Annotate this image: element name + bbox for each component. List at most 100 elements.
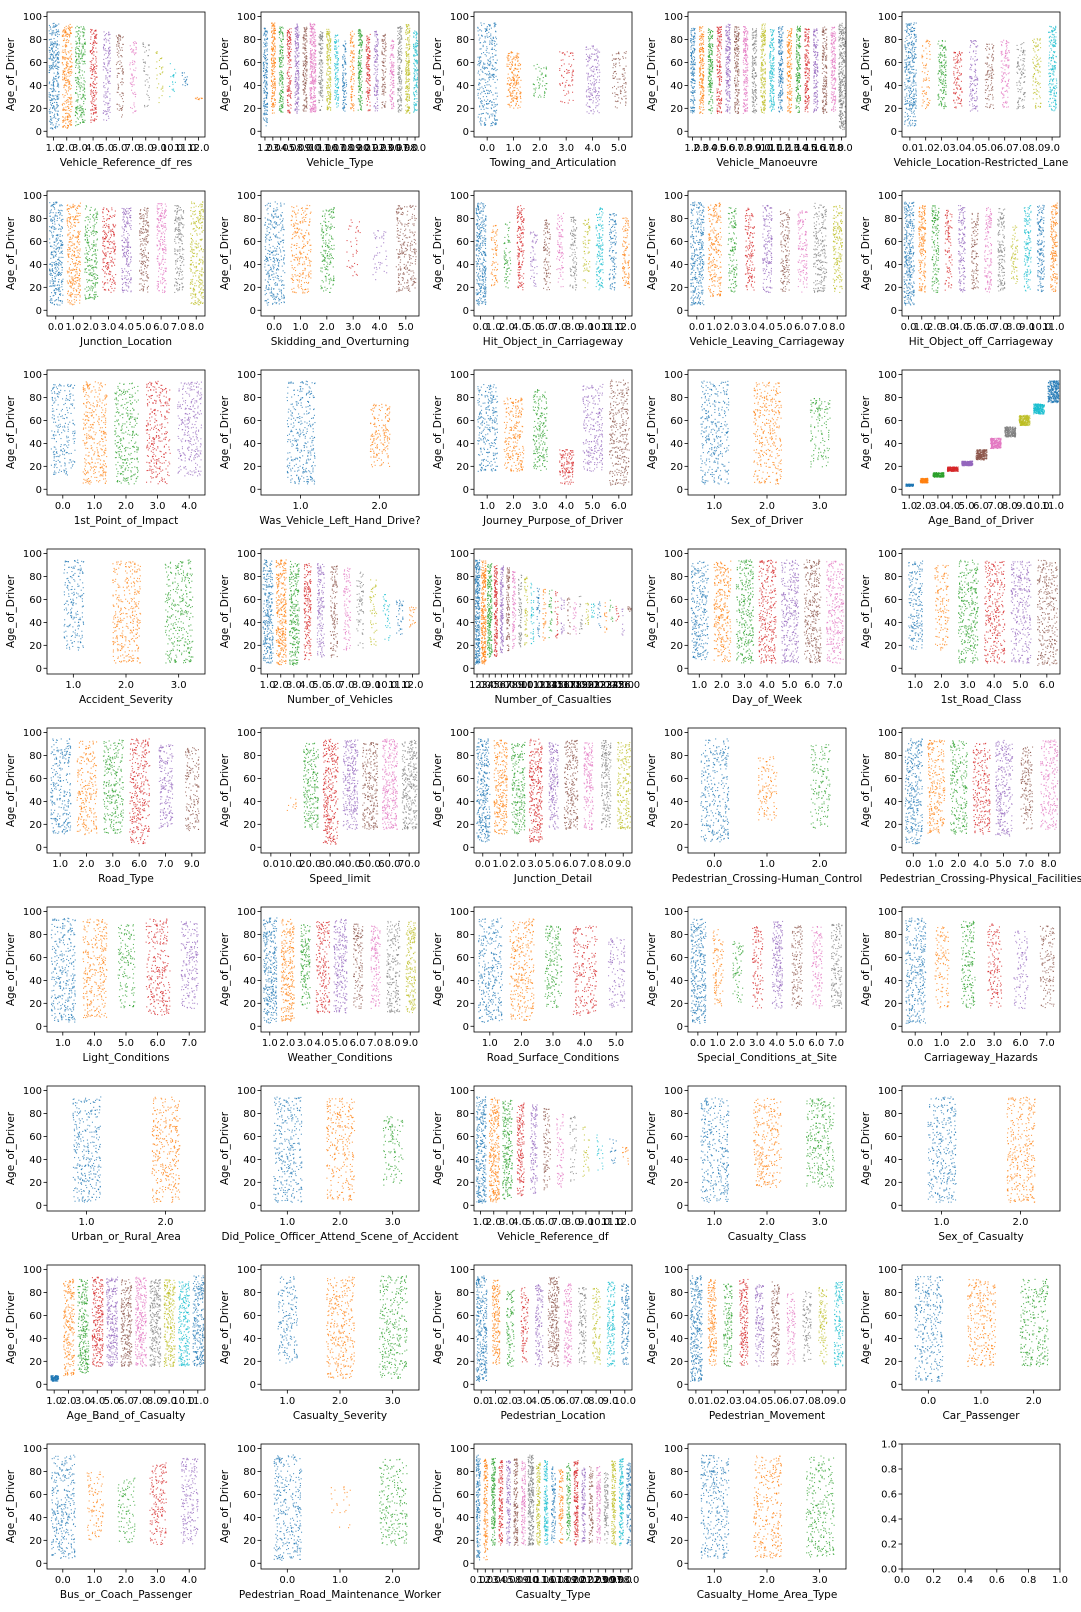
point (51, 98, 52, 99)
point (159, 102, 160, 103)
point (63, 97, 64, 98)
point (78, 81, 79, 82)
point (64, 40, 65, 41)
point (274, 31, 275, 32)
point (118, 50, 119, 51)
point (54, 62, 55, 63)
point (83, 78, 84, 79)
strip-1-6 (116, 34, 124, 117)
point (65, 118, 66, 119)
point (118, 45, 119, 46)
point (267, 64, 268, 65)
point (274, 28, 275, 29)
point (108, 103, 109, 104)
point (72, 62, 73, 63)
point (52, 33, 53, 34)
point (103, 86, 104, 87)
point (288, 90, 289, 91)
point (103, 112, 104, 113)
point (84, 54, 85, 55)
point (287, 32, 288, 33)
point (280, 33, 281, 34)
point (69, 76, 70, 77)
point (54, 73, 55, 74)
point (57, 69, 58, 70)
point (67, 128, 68, 129)
point (122, 50, 123, 51)
point (51, 60, 52, 61)
point (298, 73, 299, 74)
point (133, 93, 134, 94)
point (78, 84, 79, 85)
point (185, 83, 186, 84)
point (134, 111, 135, 112)
point (56, 66, 57, 67)
point (55, 95, 56, 96)
point (56, 123, 57, 124)
point (279, 85, 280, 86)
point (282, 82, 283, 83)
point (63, 31, 64, 32)
point (272, 24, 273, 25)
point (173, 77, 174, 78)
point (136, 49, 137, 50)
point (120, 68, 121, 69)
point (63, 36, 64, 37)
point (51, 67, 52, 68)
point (108, 32, 109, 33)
point (118, 56, 119, 57)
point (52, 91, 53, 92)
point (103, 44, 104, 45)
point (132, 62, 133, 63)
point (58, 62, 59, 63)
point (57, 113, 58, 114)
point (290, 59, 291, 60)
point (92, 110, 93, 111)
point (50, 122, 51, 123)
point (281, 74, 282, 75)
point (297, 113, 298, 114)
point (83, 103, 84, 104)
point (62, 50, 63, 51)
point (282, 53, 283, 54)
point (275, 33, 276, 34)
point (96, 62, 97, 63)
point (77, 31, 78, 32)
point (52, 44, 53, 45)
point (264, 100, 265, 101)
point (274, 71, 275, 72)
point (104, 64, 105, 65)
point (288, 52, 289, 53)
point (283, 87, 284, 88)
point (109, 109, 110, 110)
point (92, 74, 93, 75)
point (161, 68, 162, 69)
point (57, 43, 58, 44)
point (265, 91, 266, 92)
point (146, 74, 147, 75)
point (279, 61, 280, 62)
point (64, 74, 65, 75)
point (133, 42, 134, 43)
point (289, 62, 290, 63)
point (92, 52, 93, 53)
point (107, 103, 108, 104)
point (53, 46, 54, 47)
point (95, 56, 96, 57)
point (70, 24, 71, 25)
point (279, 78, 280, 79)
point (281, 62, 282, 63)
point (53, 30, 54, 31)
point (271, 60, 272, 61)
point (76, 107, 77, 108)
point (159, 66, 160, 67)
point (273, 39, 274, 40)
point (109, 81, 110, 82)
point (70, 32, 71, 33)
point (109, 47, 110, 48)
point (63, 70, 64, 71)
point (95, 71, 96, 72)
point (280, 62, 281, 63)
point (53, 68, 54, 69)
point (68, 90, 69, 91)
